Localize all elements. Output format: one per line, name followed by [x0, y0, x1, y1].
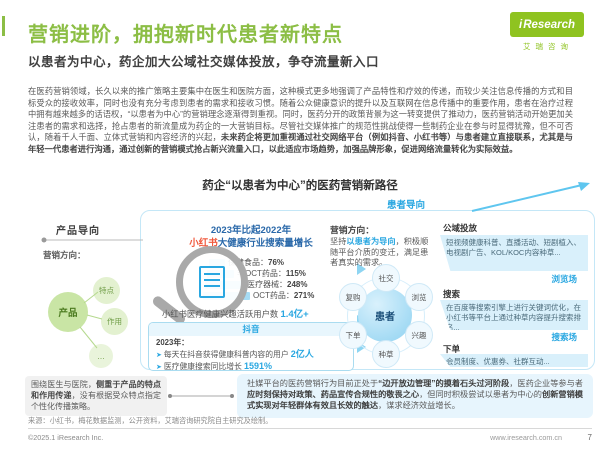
desc-highlight: 以患者为导向: [346, 236, 396, 246]
note-right-bold: 应时刻保持对政策、药品宣传合规性的敬畏之心: [247, 390, 420, 399]
bar-label: OCT药品：: [253, 291, 294, 300]
active-users-line: 小红书医疗健康兴趣活跃用户数 1.4亿+: [162, 306, 309, 320]
stats-headline-growth: 小红书大健康行业搜索量增长: [145, 235, 357, 249]
website-url: www.iresearch.com.cn: [490, 433, 562, 442]
product-bubble: 产品: [48, 292, 88, 332]
bar-label: 保健食品：: [228, 258, 268, 267]
note-left-bold: 侧重于产品的特点和作用传递: [31, 380, 162, 400]
bar-label: 非OCT药品：: [237, 269, 286, 278]
footer-divider: [28, 428, 592, 429]
funnel-body-order: 会员制度、优惠券、社群互动...: [440, 354, 588, 367]
page-title: 营销进阶，拥抱新时代患者新特点: [28, 24, 343, 46]
satellite-interest: 兴趣: [405, 321, 433, 349]
bullet-arrow-icon: ➤: [156, 364, 162, 371]
douyin-item-value: 2亿人: [290, 348, 314, 359]
document-icon: [199, 266, 225, 298]
note-right-bold: “边开放边管理”的摸着石头过河阶段: [378, 379, 510, 388]
douyin-item-text: 每天在抖音获得健康科普内容的用户: [163, 349, 291, 359]
funnel-body-public: 短视频健康科普、直播活动、短剧植入、电视剧广告、KOL/KOC内容种草...: [440, 235, 588, 271]
right-marketing-direction: 营销方向： 坚持以患者为导向，积极顺随平台介质的变迁，满足患者真实的需求。: [330, 225, 434, 269]
iresearch-logo: i Research: [510, 12, 584, 37]
green-accent-bar: [2, 16, 5, 36]
note-left-text: ，没有根据受众特点指定个性化传播策略。: [31, 391, 162, 411]
satellite-browse: 浏览: [405, 283, 433, 311]
bar-label: 医疗器械：: [247, 280, 287, 289]
funnel-body-search: 在百度等搜索引擎上进行关键词优化，在小红书等平台上通过种草内容提升搜索排名...: [440, 300, 588, 330]
source-note: 来源：小红书，梅花数据监测，公开资料，艾瑞咨询研究院自主研究及绘制。: [28, 416, 273, 425]
desc-pre: 坚持: [330, 236, 347, 246]
intro-paragraph: 在医药营销领域，长久以来的推广策略主要集中在医生和医院方面，这种模式更多地强调了…: [28, 86, 573, 156]
logo-i-glyph: i: [519, 18, 523, 31]
douyin-item-value: 1591%: [244, 361, 273, 371]
satellite-social: 社交: [372, 264, 400, 292]
more-bubble: …: [89, 344, 113, 368]
active-users-value: 1.4亿+: [280, 309, 309, 320]
patient-bubble: 患者: [358, 288, 412, 342]
funnel-header-search: 搜索: [443, 289, 461, 299]
flow-arrow-icon: [357, 263, 366, 275]
product-oriented-label: 产品导向: [56, 226, 100, 237]
logo-chinese-name: 艾瑞咨询: [523, 42, 573, 51]
douyin-tab: 抖音: [149, 323, 353, 336]
note-right-text: 社媒平台的医药营销行为目前正处于: [247, 379, 379, 388]
patient-oriented-box: [140, 210, 595, 370]
page-number: 7: [587, 433, 592, 442]
funnel-tag-search: 搜索场: [551, 332, 577, 342]
note-right-text: ，谋求经济效益增长。: [378, 401, 460, 410]
note-right-text: ，但同时积极尝试以患者为中心的: [419, 390, 542, 399]
bullet-arrow-icon: ➤: [156, 351, 162, 359]
magnifier-icon: [176, 246, 248, 318]
note-right-text: ，医药企业等参与者: [509, 379, 583, 388]
growth-text: 大健康行业搜索量增长: [217, 238, 313, 249]
xiaohongshu-brand: 小红书: [189, 238, 218, 249]
bar-value: 76%: [268, 258, 285, 267]
left-marketing-direction-label: 营销方向：: [43, 250, 86, 260]
douyin-year: 2023年：: [156, 338, 189, 347]
bar-value: 271%: [293, 291, 315, 300]
bar-value: 248%: [287, 280, 308, 289]
patient-oriented-note: 社媒平台的医药营销行为目前正处于“边开放边管理”的摸着石头过河阶段，医药企业等参…: [237, 374, 593, 418]
satellite-repurchase: 复购: [339, 283, 367, 311]
douyin-stats-box: 抖音 2023年： ➤ 每天在抖音获得健康科普内容的用户 2亿人 ➤ 医疗健康搜索同…: [148, 322, 354, 371]
logo-text: Research: [523, 18, 575, 31]
page-subtitle: 以患者为中心，药企加大公域社交媒体投放，争夺流量新入口: [28, 55, 380, 69]
product-oriented-note: 围绕医生与医院，侧重于产品的特点和作用传递，没有根据受众特点指定个性化传播策略。: [25, 376, 167, 416]
feature-bubble: 特点: [93, 277, 120, 304]
right-marketing-direction-label: 营销方向：: [330, 225, 374, 235]
intro-bold-text: 未来药企将更加重视通过社交网络平台（例如抖音、小红书等）与患者建立直接联系，尤其…: [28, 132, 573, 154]
satellite-order: 下单: [339, 321, 367, 349]
funnel-header-public: 公域投放: [443, 223, 478, 233]
bar-value: 115%: [285, 269, 306, 278]
intro-normal-text: 在医药营销领域，长久以来的推广策略主要集中在医生和医院方面，这种模式更多地强调了…: [28, 86, 573, 143]
stats-headline-year: 2023年比起2022年: [210, 225, 292, 236]
douyin-item-text: 医疗健康搜索同比增长: [163, 362, 245, 371]
note-left-text: 围绕医生与医院，: [31, 380, 97, 389]
diagram-title: 药企“以患者为中心”的医药营销新路径: [202, 180, 398, 192]
patient-oriented-label: 患者导向: [386, 200, 425, 211]
copyright: ©2025.1 iResearch Inc.: [28, 433, 104, 442]
effect-bubble: 作用: [101, 308, 128, 335]
funnel-header-order: 下单: [443, 344, 461, 354]
note-right-bold: 创新营销模式实现对年轻群体有效且长效的触达: [247, 390, 583, 410]
desc-post: ，积极顺随平台介质的变迁，满足患者真实的需求。: [330, 236, 429, 268]
satellite-seeding: 种草: [372, 340, 400, 368]
funnel-tag-browse: 浏览场: [551, 274, 577, 284]
active-users-text: 小红书医疗健康兴趣活跃用户数: [162, 309, 281, 319]
